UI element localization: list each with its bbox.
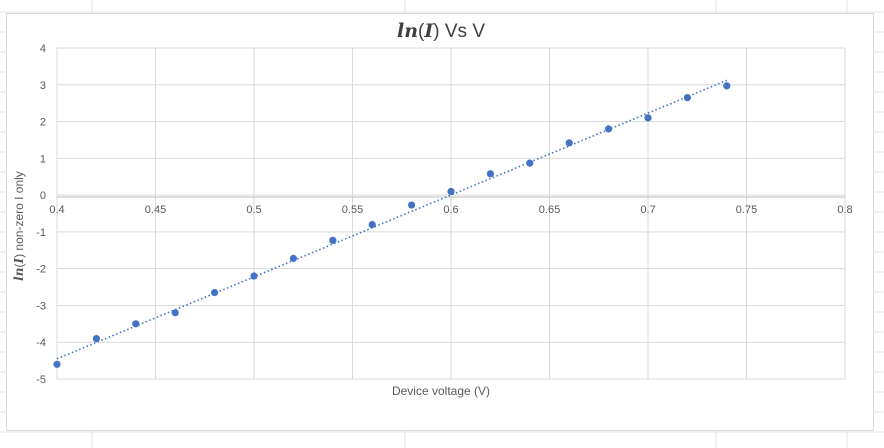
y-tick-label: -1: [36, 227, 46, 239]
data-point[interactable]: [486, 170, 494, 178]
y-tick-label: 4: [40, 43, 46, 55]
x-tick-label: 0.6: [443, 204, 458, 216]
y-tick-label: 2: [40, 117, 46, 129]
data-point[interactable]: [565, 139, 573, 147]
x-tick-label: 0.65: [539, 204, 560, 216]
data-point[interactable]: [447, 187, 455, 196]
x-tick-label: 0.8: [837, 204, 852, 216]
y-axis-title-variable: I: [12, 257, 26, 264]
chart-area[interactable]: 0.4 0.45 0.5 0.55 0.6 0.65 0.7 0.75 0.8 4 3 2 1 0 -1 -2…: [6, 13, 874, 431]
y-tick-label: -5: [36, 374, 46, 386]
x-tick-label: 0.55: [342, 204, 363, 216]
data-point[interactable]: [53, 360, 61, 368]
data-point[interactable]: [526, 159, 534, 167]
y-axis-title-prefix: ln: [12, 267, 26, 281]
x-axis-title[interactable]: Device voltage (V): [391, 384, 491, 398]
data-point[interactable]: [250, 272, 258, 280]
y-axis-title[interactable]: ln(I) non-zero I only: [12, 96, 26, 356]
chart-title-variable: I: [424, 20, 434, 42]
data-point[interactable]: [723, 82, 731, 90]
y-tick-label: 3: [40, 80, 46, 92]
chart-title-paren-open: (: [418, 21, 425, 42]
x-tick-label: 0.4: [49, 204, 64, 216]
plot-area: 0.4 0.45 0.5 0.55 0.6 0.65 0.7 0.75 0.8 4 3 2 1 0 -1 -2…: [36, 43, 852, 386]
data-point[interactable]: [644, 114, 652, 122]
y-tick-label: -4: [36, 337, 46, 349]
trendline[interactable]: [56, 79, 728, 360]
y-tick-label: 0: [40, 190, 46, 202]
chart-title[interactable]: ln(I) Vs V: [7, 20, 875, 43]
chart-title-prefix: ln: [397, 20, 419, 42]
chart-title-paren-close: ): [433, 21, 440, 42]
y-tick-label: -2: [36, 264, 46, 276]
data-point[interactable]: [683, 94, 692, 102]
y-tick-label: -3: [36, 300, 46, 312]
data-point[interactable]: [92, 334, 100, 343]
x-tick-label: 0.75: [736, 204, 757, 216]
data-point[interactable]: [289, 254, 297, 262]
y-axis-title-suffix: non-zero I only: [12, 171, 26, 254]
data-point[interactable]: [132, 320, 140, 328]
y-axis-title-paren-close: ): [12, 253, 26, 258]
data-point[interactable]: [211, 288, 219, 297]
y-axis-title-paren-open: (: [12, 263, 26, 268]
data-point[interactable]: [408, 201, 416, 209]
x-tick-label: 0.7: [640, 204, 655, 216]
chart-title-suffix: Vs V: [439, 21, 485, 42]
data-point[interactable]: [368, 220, 376, 229]
x-tick-label: 0.5: [246, 204, 261, 216]
data-point[interactable]: [605, 125, 613, 133]
data-point[interactable]: [171, 309, 179, 317]
data-point[interactable]: [329, 236, 337, 244]
y-tick-label: 1: [40, 153, 46, 165]
x-tick-label: 0.45: [145, 204, 166, 216]
